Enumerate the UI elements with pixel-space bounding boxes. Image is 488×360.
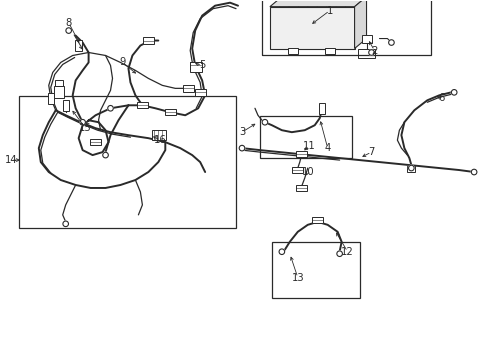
Circle shape: [107, 105, 113, 111]
Bar: [142, 37, 154, 44]
Bar: [312, 217, 323, 223]
Circle shape: [336, 251, 342, 257]
Circle shape: [102, 152, 108, 158]
Text: 8: 8: [65, 18, 72, 28]
Text: 7: 7: [367, 147, 374, 157]
Polygon shape: [354, 0, 366, 49]
Circle shape: [388, 40, 393, 45]
Bar: [19, 96, 236, 228]
Bar: [62, 100, 69, 111]
Circle shape: [450, 90, 456, 95]
Text: 5: 5: [199, 60, 205, 71]
Bar: [183, 85, 193, 91]
Bar: [190, 62, 202, 72]
Bar: [271, 242, 359, 298]
Circle shape: [279, 249, 284, 255]
Text: 4: 4: [324, 143, 330, 153]
Bar: [262, 0, 430, 55]
Circle shape: [368, 50, 373, 55]
Bar: [296, 185, 306, 191]
Text: 3: 3: [239, 127, 244, 137]
Bar: [54, 86, 63, 98]
Bar: [296, 151, 306, 157]
Text: 9: 9: [119, 58, 125, 67]
Polygon shape: [269, 0, 366, 7]
Bar: [407, 166, 414, 172]
Circle shape: [262, 120, 267, 125]
Text: 16: 16: [154, 135, 166, 145]
Bar: [47, 93, 54, 104]
Text: 11: 11: [303, 141, 315, 151]
Text: 2: 2: [370, 45, 377, 55]
Circle shape: [80, 120, 85, 125]
Text: 6: 6: [437, 93, 444, 103]
Circle shape: [239, 145, 244, 151]
Text: 13: 13: [291, 273, 304, 283]
Circle shape: [66, 28, 71, 33]
Bar: [90, 139, 101, 145]
Text: 12: 12: [341, 247, 353, 257]
Bar: [361, 35, 371, 42]
Bar: [260, 116, 351, 158]
Text: 10: 10: [301, 167, 313, 177]
Bar: [324, 48, 334, 54]
Bar: [292, 167, 303, 173]
Circle shape: [470, 169, 476, 175]
Text: 14: 14: [4, 155, 17, 165]
Text: 15: 15: [79, 123, 92, 133]
Bar: [152, 130, 166, 140]
Bar: [269, 7, 354, 49]
Bar: [75, 40, 81, 51]
Bar: [357, 49, 375, 58]
Circle shape: [408, 165, 413, 171]
Text: 1: 1: [326, 6, 332, 15]
Bar: [164, 109, 175, 116]
Bar: [318, 103, 324, 114]
Bar: [287, 48, 297, 54]
Bar: [55, 80, 62, 86]
Bar: [137, 102, 147, 108]
Circle shape: [63, 221, 68, 226]
Bar: [189, 62, 200, 69]
Bar: [194, 89, 205, 95]
